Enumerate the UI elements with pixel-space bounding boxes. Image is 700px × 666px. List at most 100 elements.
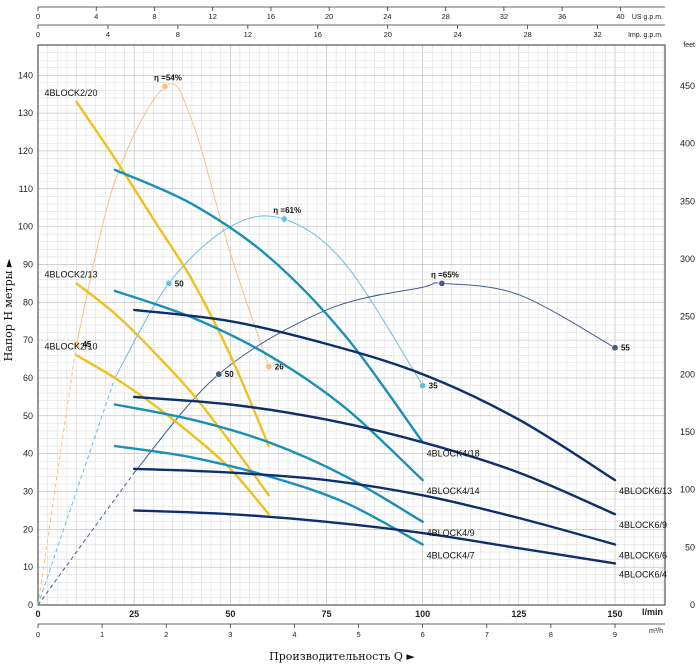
x-unit-label: l/min	[642, 607, 663, 617]
y-tick-label: 50	[23, 411, 33, 421]
efficiency-marker	[611, 344, 619, 352]
top-imp-tick-label: 24	[454, 30, 462, 39]
bottom-m3h-tick-label: 7	[485, 630, 489, 639]
pump-curve	[133, 509, 617, 565]
pump-curves	[75, 100, 617, 565]
bottom-m3h-tick-label: 4	[292, 630, 296, 639]
y-tick-label: 20	[23, 524, 33, 534]
series-label: 4BLOCK4/18	[427, 448, 480, 458]
efficiency-title: η =61%	[273, 206, 301, 215]
top-us-tick-label: 4	[94, 12, 98, 21]
efficiency-title: η =65%	[431, 270, 459, 279]
series-label: 4BLOCK4/7	[427, 550, 475, 560]
x-tick-label: 0	[35, 609, 40, 619]
y-tick-label: 80	[23, 297, 33, 307]
pump-curve	[133, 308, 617, 482]
plot-frame	[37, 6, 666, 625]
pump-curve	[133, 395, 617, 516]
top-imp-tick-label: 12	[244, 30, 252, 39]
pump-curve	[133, 467, 617, 546]
efficiency-marker-label: 35	[429, 382, 438, 391]
y-tick-label: 0	[28, 600, 33, 610]
y-tick-label: 100	[18, 222, 33, 232]
bottom-m3h-tick-label: 1	[100, 630, 104, 639]
series-label: 4BLOCK4/14	[427, 486, 480, 496]
efficiency-marker-label: 50	[225, 370, 234, 379]
y-tick-label: 70	[23, 335, 33, 345]
bottom-m3h-tick-label: 3	[228, 630, 232, 639]
top-imp-unit: Imp. g.p.m.	[628, 32, 663, 39]
bottom-m3h-tick-label: 5	[356, 630, 360, 639]
series-label: 4BLOCK4/9	[427, 528, 475, 538]
series-label: 4BLOCK6/6	[619, 550, 667, 560]
y-tick-label: 130	[18, 108, 33, 118]
top-us-unit: US g.p.m.	[632, 14, 663, 21]
efficiency-marker	[438, 279, 446, 287]
bottom-m3h-unit: m³/h	[649, 628, 663, 635]
y-tick-label: 140	[18, 70, 33, 80]
right-feet-tick-label: 50	[685, 542, 695, 552]
series-label: 4BLOCK6/4	[619, 569, 667, 579]
efficiency-marker-label: 26	[275, 363, 284, 372]
pump-curve	[113, 403, 424, 523]
bottom-m3h-tick-label: 2	[164, 630, 168, 639]
right-feet-tick-label: 100	[680, 485, 695, 495]
x-tick-label: 150	[607, 609, 622, 619]
bottom-m3h-tick-label: 9	[613, 630, 617, 639]
efficiency-curve-dashed	[37, 472, 135, 606]
right-feet-tick-label: 400	[680, 139, 695, 149]
plot-border	[37, 44, 666, 606]
efficiency-curve-dashed	[37, 343, 77, 606]
x-tick-label: 25	[129, 609, 139, 619]
top-us-tick-label: 32	[500, 12, 508, 21]
efficiency-curve	[114, 215, 424, 386]
efficiency-curves: 45 26 η =54% 50 35 η =61% 50 55 η =65%	[37, 74, 630, 606]
x-axis-title: Производительность Q ►	[269, 650, 415, 663]
axis-ticks: 0 25 50 75 100 125 150 l/min0102030405060708090…	[18, 7, 695, 639]
top-us-tick-label: 28	[441, 12, 449, 21]
right-feet-tick-label: 450	[680, 81, 695, 91]
efficiency-marker	[72, 340, 80, 348]
pump-curve	[113, 168, 424, 444]
top-imp-tick-label: 16	[314, 30, 322, 39]
pump-curve	[75, 282, 270, 497]
y-axis-title: Напор H метры ►	[2, 258, 15, 361]
efficiency-curve	[76, 83, 270, 367]
y-tick-label: 40	[23, 449, 33, 459]
y-tick-label: 10	[23, 562, 33, 572]
top-us-tick-label: 40	[616, 12, 624, 21]
efficiency-title: η =54%	[154, 74, 182, 83]
top-imp-tick-label: 4	[106, 30, 110, 39]
bottom-m3h-tick-label: 0	[36, 630, 40, 639]
pump-curve	[75, 100, 270, 448]
right-feet-tick-label: 300	[680, 254, 695, 264]
x-tick-label: 75	[321, 609, 331, 619]
efficiency-marker-label: 55	[621, 344, 630, 353]
efficiency-marker	[215, 370, 223, 378]
top-us-tick-label: 36	[558, 12, 566, 21]
x-tick-label: 125	[511, 609, 526, 619]
efficiency-marker	[161, 83, 169, 91]
top-imp-tick-label: 20	[384, 30, 392, 39]
y-tick-label: 110	[19, 184, 33, 194]
y-tick-label: 90	[23, 259, 33, 269]
efficiency-curve-dashed	[37, 377, 116, 606]
y-tick-label: 30	[23, 486, 33, 496]
efficiency-marker	[165, 279, 173, 287]
top-imp-tick-label: 32	[593, 30, 601, 39]
efficiency-marker	[419, 382, 427, 390]
series-label: 4BLOCK2/20	[44, 88, 97, 98]
bottom-m3h-tick-label: 6	[421, 630, 425, 639]
bottom-m3h-tick-label: 8	[549, 630, 553, 639]
right-feet-tick-label: 150	[680, 427, 695, 437]
pump-curve	[113, 444, 424, 546]
pump-curve	[113, 289, 424, 482]
plot-grid	[37, 44, 665, 606]
top-imp-tick-label: 0	[36, 30, 40, 39]
series-label: 4BLOCK6/13	[619, 486, 672, 496]
top-imp-tick-label: 28	[523, 30, 531, 39]
top-imp-tick-label: 8	[176, 30, 180, 39]
series-labels: 4BLOCK2/20 4BLOCK2/13 4BLOCK2/10 4BLOCK4/18…	[44, 88, 672, 580]
y-tick-label: 60	[23, 373, 33, 383]
